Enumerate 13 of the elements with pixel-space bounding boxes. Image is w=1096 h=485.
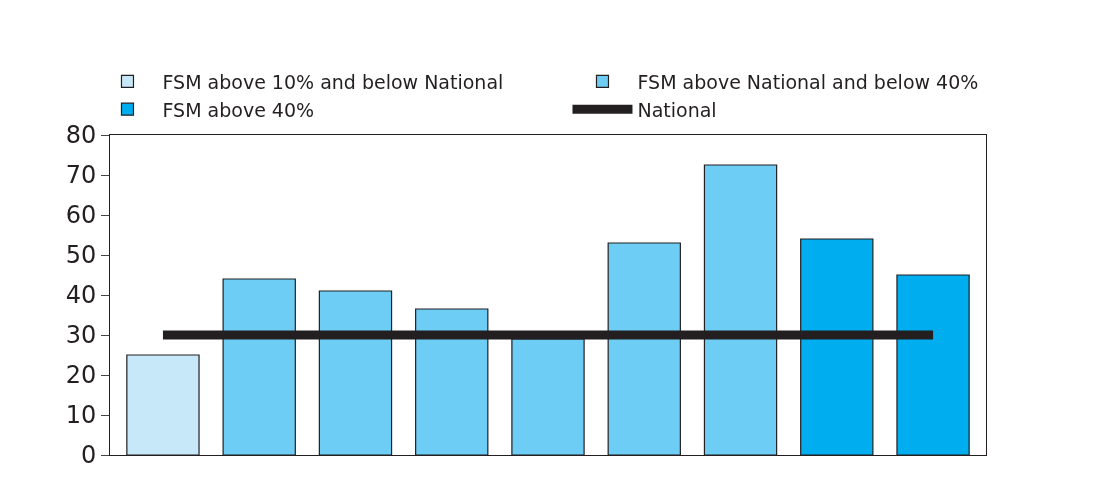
y-tick-label: 30 <box>65 321 97 350</box>
y-tick-label: 20 <box>65 361 97 390</box>
legend-label: FSM above 10% and below National <box>162 70 504 93</box>
legend-label: FSM above 40% <box>162 98 315 121</box>
y-tick-label: 60 <box>65 201 97 230</box>
y-tick-label: 80 <box>65 121 97 150</box>
legend-label: National <box>637 98 717 121</box>
y-tick-label: 0 <box>80 441 97 470</box>
y-tick-label: 10 <box>65 401 97 430</box>
y-tick-label: 40 <box>65 281 97 310</box>
y-tick-label: 50 <box>65 241 97 270</box>
y-tick-label: 70 <box>65 161 97 190</box>
legend-label: FSM above National and below 40% <box>637 70 979 93</box>
